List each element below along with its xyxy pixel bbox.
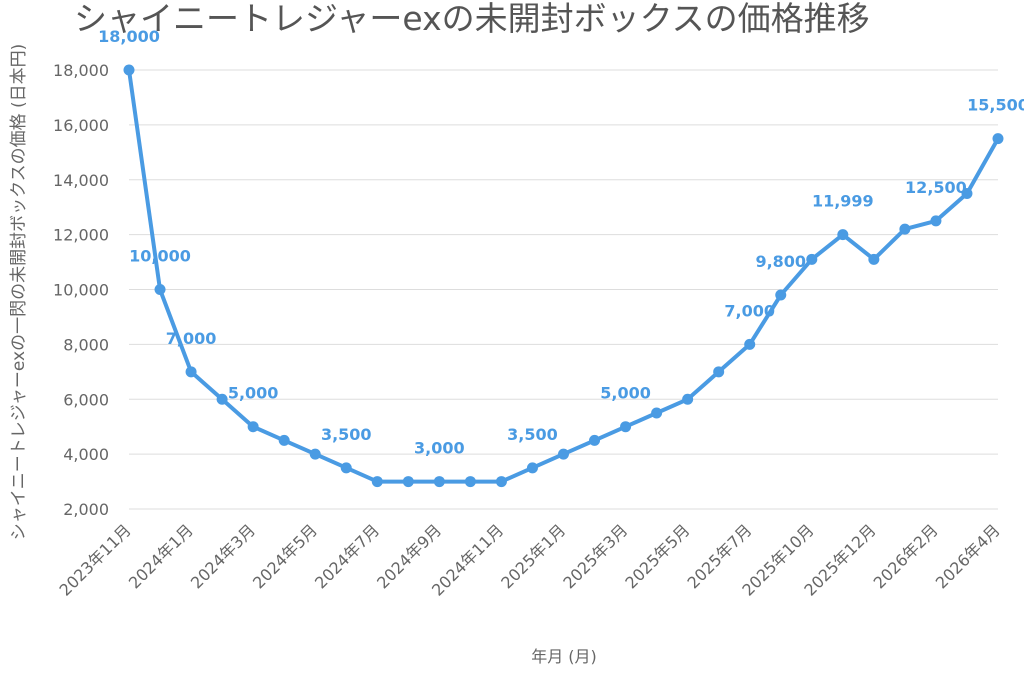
x-tick-label: 2024年3月 (187, 520, 259, 592)
data-label: 5,000 (600, 384, 651, 403)
x-axis-label: 年月 (月) (531, 647, 597, 666)
data-point (744, 338, 756, 350)
data-label: 12,500 (905, 178, 967, 197)
x-tick-label: 2024年5月 (249, 520, 321, 592)
data-point (464, 476, 476, 488)
x-tick-label: 2025年3月 (559, 520, 631, 592)
x-tick-label: 2023年11月 (56, 520, 135, 599)
data-label: 3,500 (507, 425, 558, 444)
y-tick-label: 8,000 (63, 335, 109, 354)
y-tick-label: 10,000 (53, 281, 109, 300)
data-point (620, 421, 632, 433)
data-label: 9,800 (755, 252, 806, 271)
data-label: 3,500 (321, 425, 372, 444)
data-point (402, 476, 414, 488)
data-point (558, 448, 569, 460)
data-point (247, 421, 259, 433)
data-point (278, 434, 290, 446)
x-tick-label: 2026年2月 (870, 520, 942, 592)
data-point (433, 476, 445, 488)
data-point (868, 253, 880, 265)
data-label: 18,000 (98, 27, 160, 46)
x-tick-label: 2025年5月 (621, 520, 693, 592)
data-label: 7,000 (166, 329, 217, 348)
data-label: 15,500 (967, 96, 1024, 115)
data-label: 10,000 (129, 247, 191, 266)
y-tick-label: 12,000 (53, 226, 109, 245)
x-axis-ticks: 2023年11月2024年1月2024年3月2024年5月2024年7月2024… (56, 520, 1004, 599)
y-tick-label: 16,000 (53, 116, 109, 135)
chart-title: シャイニートレジャーexの未開封ボックスの価格推移 (74, 0, 870, 38)
y-axis-label: シャイニートレジャーexの一閃の未開封ボックスの価格 (日本円) (9, 44, 29, 541)
x-tick-label: 2026年4月 (932, 520, 1004, 592)
y-tick-label: 6,000 (63, 390, 109, 409)
data-point (495, 476, 507, 488)
data-point (371, 476, 383, 488)
x-tick-label: 2025年1月 (497, 520, 569, 592)
x-tick-label: 2024年1月 (125, 520, 197, 592)
data-point (961, 187, 973, 199)
data-labels: 18,000 10,000 7,000 5,000 3,500 3,000 3,500 5,0… (98, 27, 1024, 458)
y-tick-label: 14,000 (53, 171, 109, 190)
data-point (309, 448, 321, 460)
series-layer (123, 64, 1004, 488)
data-label: 11,999 (812, 192, 874, 211)
data-point (899, 223, 911, 235)
y-tick-label: 18,000 (53, 61, 109, 80)
data-point (806, 253, 818, 265)
series-line (127, 69, 1000, 484)
data-point (682, 393, 694, 405)
data-point (340, 462, 352, 474)
data-point (589, 434, 601, 446)
data-point (185, 366, 197, 378)
data-point (526, 462, 538, 474)
data-label: 5,000 (228, 384, 279, 403)
data-label: 3,000 (414, 439, 465, 458)
gridlines (129, 69, 998, 510)
y-tick-label: 4,000 (63, 445, 109, 464)
data-point (154, 284, 166, 295)
data-point (216, 393, 228, 405)
data-point (930, 215, 942, 227)
data-point (992, 133, 1004, 145)
data-point (651, 407, 663, 419)
data-point (837, 229, 849, 241)
y-tick-label: 2,000 (63, 500, 109, 519)
data-point (775, 289, 787, 301)
data-label: 7,000 (724, 301, 775, 320)
data-point (713, 366, 725, 378)
data-point (123, 64, 135, 76)
x-tick-label: 2024年7月 (311, 520, 383, 592)
y-axis-ticks: 2,000 4,000 6,000 8,000 10,000 12,000 14,000 16… (53, 61, 109, 519)
